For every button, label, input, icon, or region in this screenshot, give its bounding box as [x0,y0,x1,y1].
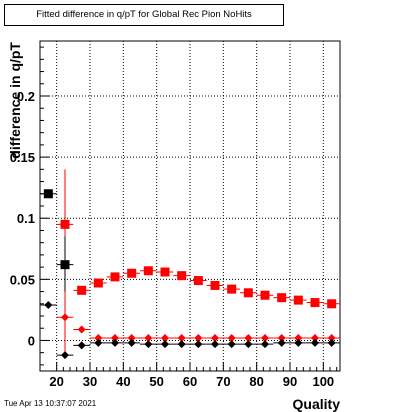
data-point-square [293,295,303,305]
data-point-diamond [77,325,86,334]
data-point-square [60,260,70,270]
data-point-diamond [327,338,336,347]
data-point-square [177,271,187,281]
data-point-square [327,299,337,309]
data-point-diamond [94,334,103,342]
data-point-diamond [177,334,186,342]
x-tick-label: 80 [249,374,263,389]
data-point-diamond [61,351,69,360]
data-point-diamond [177,340,186,349]
data-point-diamond [161,340,169,349]
data-point-square [227,284,237,294]
data-point-square [60,219,70,229]
data-point-square [310,298,320,308]
y-tick-label: 0.2 [17,89,35,104]
data-point-diamond [261,334,269,342]
data-point-diamond [244,334,253,342]
data-point-square [93,278,103,288]
data-point-diamond [144,340,153,349]
data-point-diamond [261,340,269,349]
data-point-square [127,268,137,278]
data-point-diamond [277,338,286,347]
x-tick-label: 30 [83,374,97,389]
data-point-square [260,290,270,300]
data-point-square [193,276,203,286]
data-point-diamond [61,313,69,322]
data-point-diamond [244,340,253,349]
data-point-diamond [294,334,303,342]
data-point-diamond [127,334,136,342]
data-point-diamond [194,334,203,342]
data-point-square [277,293,287,303]
grid [40,41,340,371]
data-point-square [160,267,170,277]
data-point-diamond [277,334,286,342]
x-tick-label: 90 [283,374,297,389]
data-point-diamond [94,338,103,347]
data-point-square [243,288,253,298]
data-point-diamond [227,334,236,342]
y-tick-label: 0.1 [17,211,35,226]
x-tick-label: 40 [116,374,130,389]
data-point-square [43,189,53,199]
x-axis-label: Quality [293,396,341,412]
data-point-diamond [294,338,303,347]
data-point-diamond [161,334,169,342]
data-point-diamond [111,338,119,347]
data-point-diamond [211,340,219,349]
x-tick-label: 70 [216,374,230,389]
x-tick-label: 50 [149,374,163,389]
data-point-square [143,266,153,276]
data-point-square [77,285,87,295]
data-point-diamond [144,334,153,342]
data-layer [40,169,340,360]
data-point-diamond [127,338,136,347]
axes: 20 30 40 50 60 70 80 90 100 0 0.05 0.1 0.15 0.2 [10,46,338,389]
chart-title: Fitted difference in q/pT for Global Rec… [4,4,284,26]
data-point-diamond [311,338,319,347]
data-point-diamond [311,334,319,342]
x-tick-label: 60 [183,374,197,389]
data-point-diamond [77,341,86,350]
data-point-diamond [211,334,219,342]
data-point-diamond [227,340,236,349]
data-point-diamond [194,340,203,349]
x-tick-label: 100 [312,374,334,389]
data-point-diamond [111,334,119,342]
data-point-square [210,280,220,290]
y-tick-label: 0.05 [10,272,35,287]
y-tick-label: 0 [28,333,35,348]
x-tick-label: 20 [49,374,63,389]
data-point-square [110,272,120,282]
data-point-diamond [327,334,336,342]
timestamp: Tue Apr 13 10:37:07 2021 [4,399,97,408]
y-axis-label: difference in q/pT [7,42,23,159]
data-point-diamond [44,301,53,309]
y-tick-label: 0.15 [10,150,35,165]
